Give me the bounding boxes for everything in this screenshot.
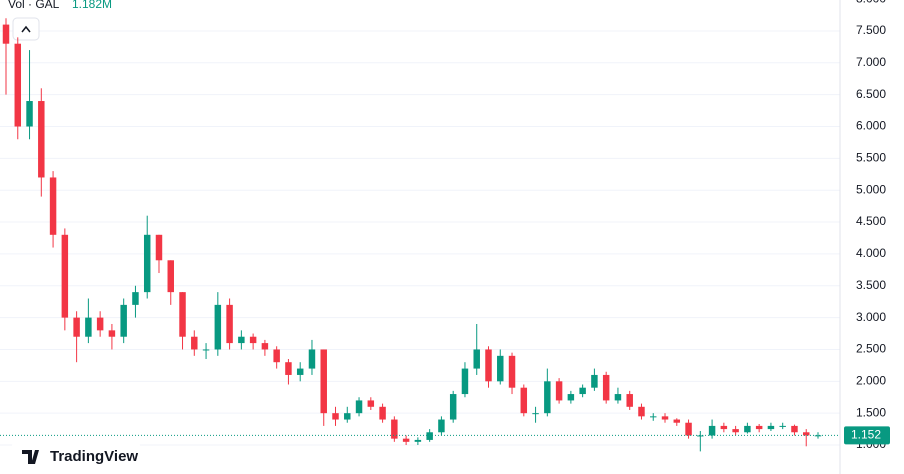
- candle-body: [508, 355, 516, 388]
- candle-body: [226, 304, 233, 344]
- y-tick-label: 5.500: [856, 151, 886, 165]
- candle-body: [344, 413, 351, 420]
- candle-body: [814, 435, 822, 437]
- candle-body: [579, 387, 586, 395]
- candle-body: [273, 349, 280, 363]
- candle-body: [614, 394, 622, 401]
- candle-body: [238, 336, 245, 344]
- candle-body: [567, 394, 575, 401]
- candle-body: [367, 400, 375, 407]
- candle-body: [120, 304, 127, 337]
- y-tick-label: 4.000: [856, 246, 886, 260]
- candle-body: [320, 349, 327, 414]
- candle-body: [802, 432, 810, 436]
- candle-body: [414, 439, 422, 442]
- candle-body: [2, 24, 10, 44]
- candle-body: [73, 317, 80, 337]
- candle-body: [544, 381, 551, 414]
- y-tick-label: 2.500: [856, 342, 886, 356]
- candle-body: [14, 43, 22, 127]
- candle-body: [732, 429, 739, 433]
- candle-body: [249, 336, 257, 344]
- candle-body: [661, 416, 669, 420]
- candle-body: [591, 374, 598, 388]
- candle-body: [167, 260, 174, 293]
- candle-body: [308, 349, 316, 369]
- candle-body: [485, 349, 492, 382]
- candle-body: [38, 101, 45, 178]
- candle-body: [650, 416, 657, 418]
- candle-body: [461, 368, 469, 395]
- candle-body: [638, 406, 645, 417]
- candle-body: [214, 304, 222, 350]
- candle-body: [720, 425, 728, 430]
- candle-body: [602, 374, 610, 401]
- y-tick-label: 2.000: [856, 373, 886, 387]
- y-tick-label: 7.500: [856, 23, 886, 37]
- candle-body: [96, 317, 104, 331]
- candle-body: [355, 400, 363, 414]
- candle-body: [767, 425, 775, 430]
- candle-body: [449, 394, 457, 420]
- collapse-button[interactable]: [12, 17, 40, 41]
- candle-body: [85, 317, 92, 337]
- candle-body: [426, 432, 433, 440]
- candle-body: [379, 406, 386, 420]
- brand-logo[interactable]: TradingView: [12, 440, 140, 472]
- candle-body: [673, 419, 681, 423]
- candle-body: [497, 355, 504, 382]
- last-price-label: 1.152: [851, 428, 881, 442]
- y-tick-label: 6.000: [856, 119, 886, 133]
- candle-body: [49, 177, 57, 235]
- y-tick-label: 8.000: [856, 0, 886, 5]
- candle-body: [779, 425, 786, 427]
- candle-body: [296, 368, 304, 375]
- candle-body: [697, 435, 704, 437]
- y-tick-label: 1.500: [856, 405, 886, 419]
- candle-body: [791, 425, 798, 433]
- legend-label: Vol · GAL: [8, 0, 60, 11]
- y-tick-label: 4.500: [856, 214, 886, 228]
- y-tick-label: 6.500: [856, 87, 886, 101]
- candle-body: [708, 425, 716, 436]
- last-price-box: [844, 426, 890, 445]
- candle-body: [132, 292, 139, 305]
- candle-body: [532, 413, 539, 415]
- candle-body: [26, 101, 33, 127]
- candle-body: [191, 336, 198, 350]
- candle-body: [261, 343, 269, 350]
- legend-value: 1.182M: [72, 0, 112, 11]
- candle-body: [108, 330, 116, 337]
- candle-body: [744, 425, 751, 433]
- candle-body: [555, 381, 563, 401]
- candle-body: [391, 419, 398, 439]
- candle-body: [155, 234, 163, 261]
- candle-body: [402, 438, 410, 442]
- candle-body: [179, 292, 186, 337]
- candle-body: [143, 234, 151, 293]
- candle-body: [473, 349, 480, 369]
- candle-body: [520, 387, 528, 414]
- y-tick-label: 3.500: [856, 278, 886, 292]
- candle-body: [285, 362, 292, 375]
- candle-body: [685, 422, 692, 436]
- y-tick-label: 7.000: [856, 55, 886, 69]
- candle-body: [332, 413, 339, 420]
- candle-body: [202, 349, 210, 351]
- brand-text: TradingView: [50, 448, 138, 465]
- candle-body: [755, 425, 763, 430]
- candle-body: [61, 234, 69, 318]
- y-tick-label: 3.000: [856, 310, 886, 324]
- y-tick-label: 5.000: [856, 182, 886, 196]
- candle-body: [626, 394, 633, 407]
- candle-body: [438, 419, 445, 433]
